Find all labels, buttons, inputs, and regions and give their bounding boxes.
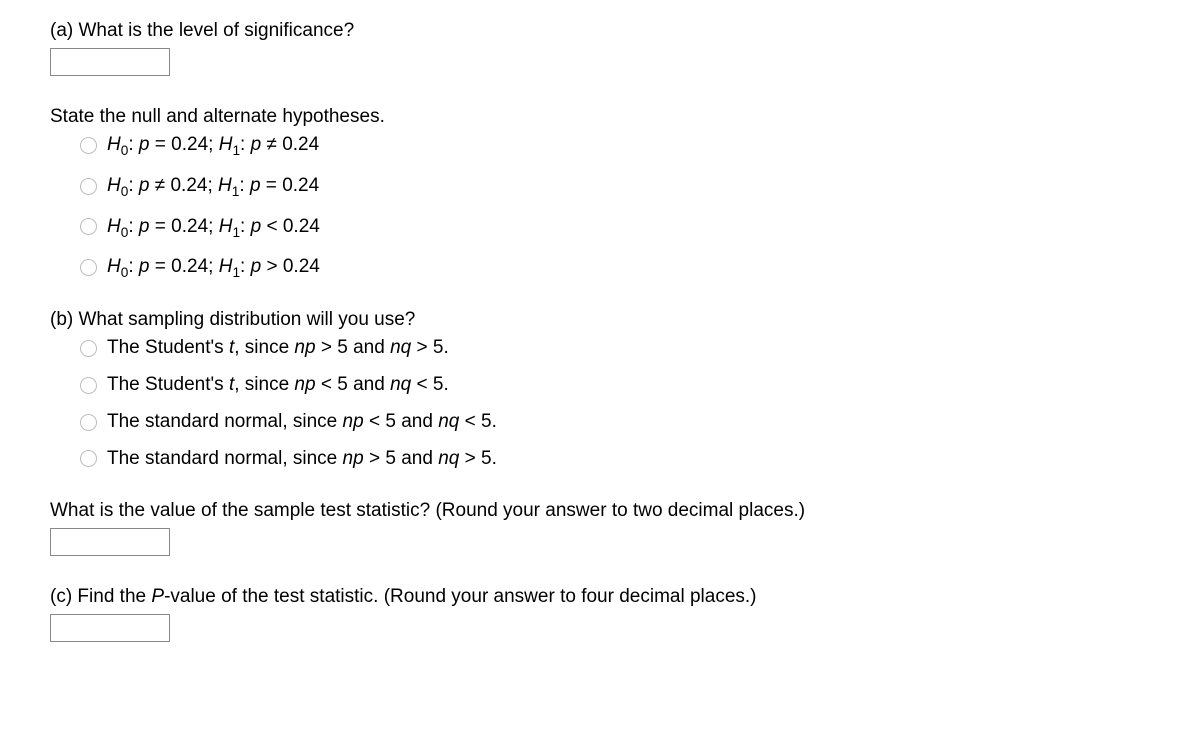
hypotheses-block: State the null and alternate hypotheses.…: [50, 106, 1150, 279]
radio-icon[interactable]: [80, 178, 97, 195]
part-b-prompt: (b) What sampling distribution will you …: [50, 309, 1150, 331]
distribution-option[interactable]: The standard normal, since np > 5 and nq…: [80, 448, 1150, 471]
hypotheses-prompt: State the null and alternate hypotheses.: [50, 106, 1150, 128]
test-statistic-input[interactable]: [50, 528, 170, 556]
radio-icon[interactable]: [80, 259, 97, 276]
part-b: (b) What sampling distribution will you …: [50, 309, 1150, 470]
p-value-input[interactable]: [50, 614, 170, 642]
test-statistic-block: What is the value of the sample test sta…: [50, 500, 1150, 556]
radio-icon[interactable]: [80, 450, 97, 467]
hypothesis-option[interactable]: H0: p = 0.24; H1: p < 0.24: [80, 216, 1150, 239]
option-label: The Student's t, since np < 5 and nq < 5…: [107, 374, 1150, 397]
distribution-option[interactable]: The Student's t, since np > 5 and nq > 5…: [80, 337, 1150, 360]
distribution-option[interactable]: The standard normal, since np < 5 and nq…: [80, 411, 1150, 434]
option-label: The standard normal, since np < 5 and nq…: [107, 411, 1150, 434]
option-label: H0: p ≠ 0.24; H1: p = 0.24: [107, 175, 1150, 198]
radio-icon[interactable]: [80, 218, 97, 235]
part-c: (c) Find the P-value of the test statist…: [50, 586, 1150, 642]
radio-icon[interactable]: [80, 414, 97, 431]
radio-icon[interactable]: [80, 137, 97, 154]
part-a-prompt: (a) What is the level of significance?: [50, 20, 1150, 42]
test-statistic-prompt: What is the value of the sample test sta…: [50, 500, 1150, 522]
radio-icon[interactable]: [80, 377, 97, 394]
option-label: H0: p = 0.24; H1: p < 0.24: [107, 216, 1150, 239]
hypothesis-option[interactable]: H0: p = 0.24; H1: p > 0.24: [80, 256, 1150, 279]
significance-level-input[interactable]: [50, 48, 170, 76]
distribution-option[interactable]: The Student's t, since np < 5 and nq < 5…: [80, 374, 1150, 397]
radio-icon[interactable]: [80, 340, 97, 357]
option-label: H0: p = 0.24; H1: p > 0.24: [107, 256, 1150, 279]
hypothesis-option[interactable]: H0: p = 0.24; H1: p ≠ 0.24: [80, 134, 1150, 157]
distribution-options: The Student's t, since np > 5 and nq > 5…: [50, 337, 1150, 470]
option-label: The standard normal, since np > 5 and nq…: [107, 448, 1150, 471]
option-label: H0: p = 0.24; H1: p ≠ 0.24: [107, 134, 1150, 157]
part-c-prompt: (c) Find the P-value of the test statist…: [50, 586, 1150, 608]
hypotheses-options: H0: p = 0.24; H1: p ≠ 0.24 H0: p ≠ 0.24;…: [50, 134, 1150, 279]
option-label: The Student's t, since np > 5 and nq > 5…: [107, 337, 1150, 360]
hypothesis-option[interactable]: H0: p ≠ 0.24; H1: p = 0.24: [80, 175, 1150, 198]
part-a: (a) What is the level of significance?: [50, 20, 1150, 76]
